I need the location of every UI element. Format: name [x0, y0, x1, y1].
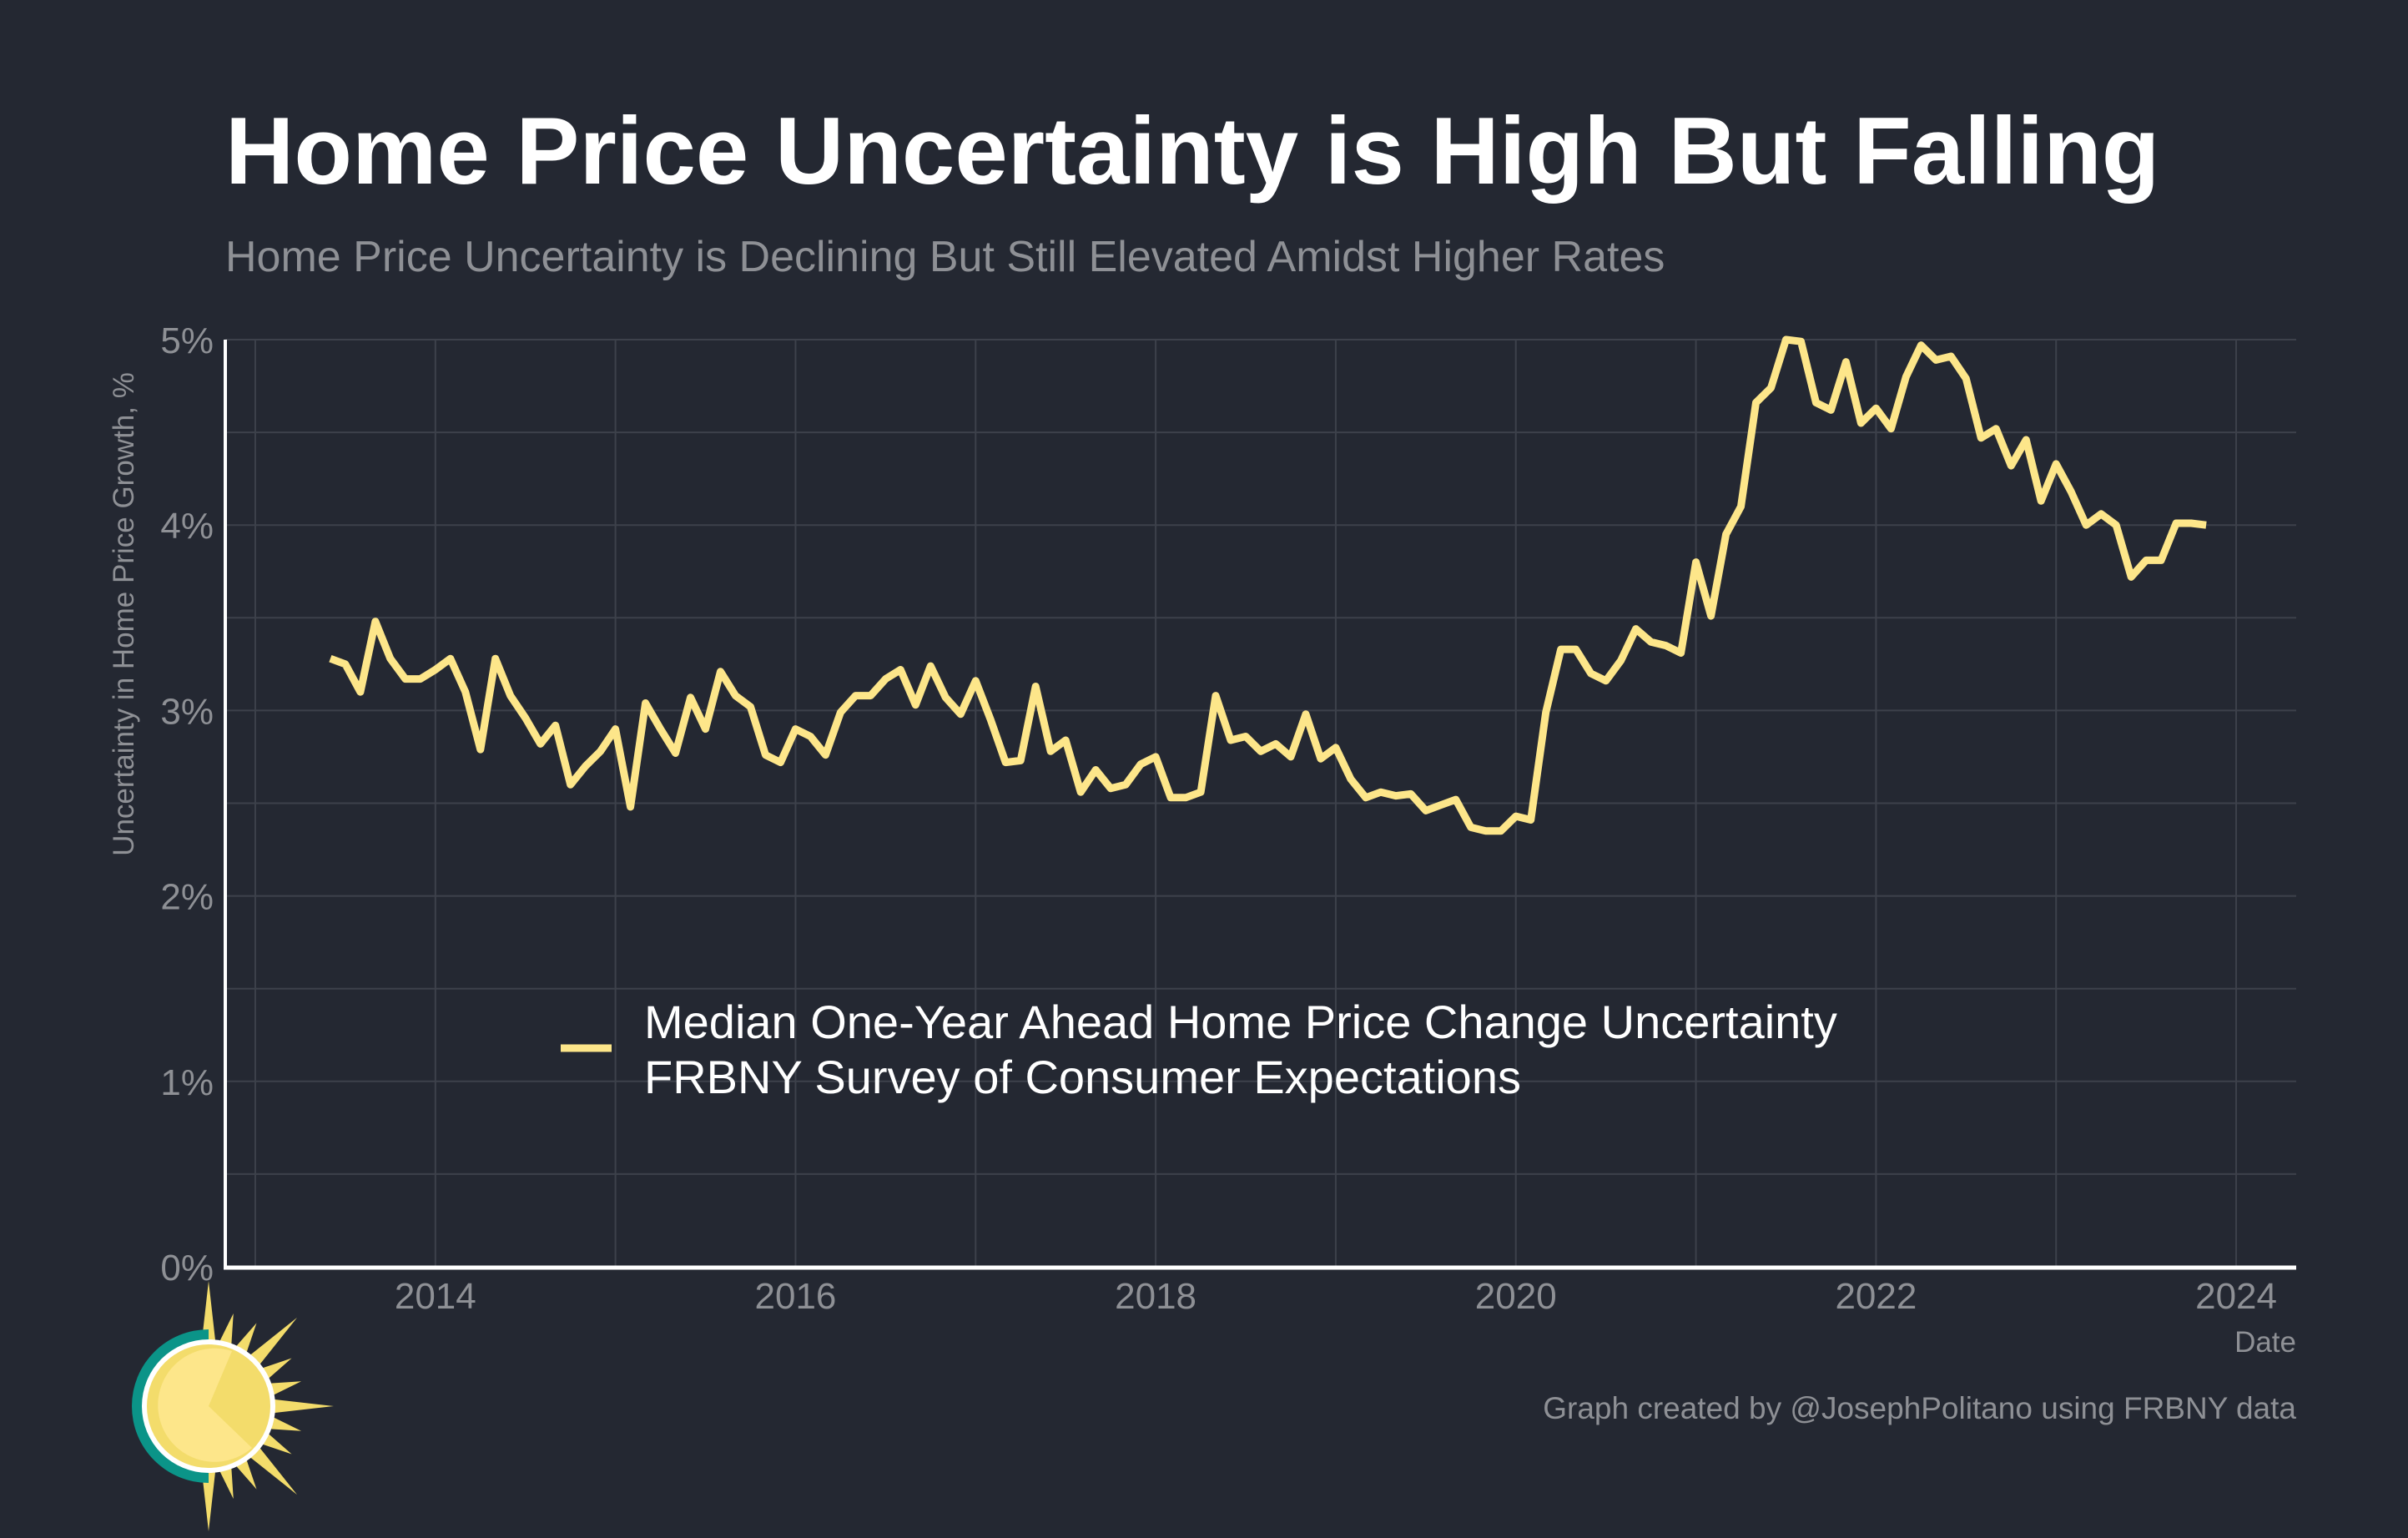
x-tick-label: 2018 — [1115, 1276, 1196, 1317]
sun-ray — [266, 1398, 334, 1414]
y-tick-label: 4% — [160, 506, 214, 547]
y-axis-label: Uncertainty in Home Price Growth, % — [108, 372, 140, 856]
sun-ray — [244, 1317, 298, 1371]
x-tick-label: 2016 — [755, 1276, 837, 1317]
y-tick-label: 2% — [160, 877, 214, 918]
chart-title: Home Price Uncertainty is High But Falli… — [225, 98, 2159, 204]
y-axis-ticks: 0% 1% 2% 3% 4% 5% — [160, 320, 214, 1288]
x-axis-label: Date — [2234, 1326, 2296, 1359]
x-tick-label: 2020 — [1475, 1276, 1557, 1317]
sun-icon — [132, 1281, 334, 1531]
y-tick-label: 0% — [160, 1248, 214, 1288]
x-tick-label: 2024 — [2195, 1276, 2277, 1317]
credit-text: Graph created by @JosephPolitano using F… — [1543, 1391, 2296, 1425]
legend-label-line2: FRBNY Survey of Consumer Expectations — [644, 1051, 1521, 1103]
sun-ray — [244, 1441, 298, 1495]
x-tick-label: 2014 — [395, 1276, 476, 1317]
chart-subtitle: Home Price Uncertainty is Declining But … — [225, 233, 1665, 281]
x-tick-label: 2022 — [1835, 1276, 1917, 1317]
x-axis-ticks: 2014 2016 2018 2020 2022 2024 — [395, 1276, 2277, 1317]
series-line — [329, 335, 2207, 835]
legend: Median One-Year Ahead Home Price Change … — [561, 996, 1837, 1103]
legend-label: Median One-Year Ahead Home Price Change … — [644, 996, 1837, 1048]
y-tick-label: 5% — [160, 320, 214, 361]
y-tick-label: 1% — [160, 1062, 214, 1103]
y-tick-label: 3% — [160, 691, 214, 732]
grid — [225, 339, 2296, 1267]
